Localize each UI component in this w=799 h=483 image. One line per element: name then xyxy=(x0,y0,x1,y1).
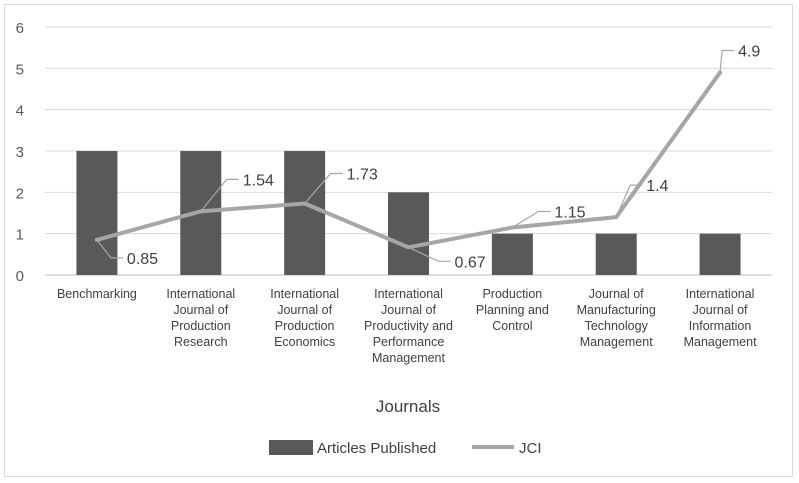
callout-leader xyxy=(615,184,643,218)
x-tick-label: Benchmarking xyxy=(57,287,137,301)
x-tick-label: Journal of Manufacturing Technology Managem… xyxy=(577,287,656,349)
bar xyxy=(388,192,429,275)
callout-leader xyxy=(408,246,451,262)
jci-data-label: 4.9 xyxy=(738,43,760,60)
jci-data-label: 0.67 xyxy=(455,254,486,271)
y-tick-label: 3 xyxy=(16,144,24,161)
jci-data-label: 1.73 xyxy=(347,166,378,183)
y-tick-label: 0 xyxy=(16,268,24,285)
y-tick-label: 5 xyxy=(16,61,24,78)
legend-swatch-articles xyxy=(269,440,313,455)
data-label-callouts: 0.85 1.54 1.73 0.67 1.15 1.4 4.9 xyxy=(96,43,760,271)
bar xyxy=(284,151,326,275)
x-tick-label: Production Planning and Control xyxy=(476,287,549,333)
callout-leader xyxy=(96,239,123,259)
callout-leader xyxy=(512,210,551,228)
x-tick-label: International Journal of Productivity and P… xyxy=(364,287,453,365)
x-axis-tick-labels: Benchmarking International Journal of Produ… xyxy=(57,287,757,365)
gridlines xyxy=(45,26,772,235)
y-tick-label: 4 xyxy=(16,103,24,120)
x-tick-label: International Journal of Production Economi… xyxy=(270,287,339,349)
bar xyxy=(491,233,533,275)
legend-label-jci: JCI xyxy=(519,440,542,457)
bar xyxy=(595,233,637,275)
jci-data-label: 0.85 xyxy=(127,251,158,268)
callout-leader xyxy=(200,178,239,212)
x-tick-label: International Journal of Production Researc… xyxy=(166,287,235,349)
y-tick-label: 6 xyxy=(16,20,24,37)
callout-leader xyxy=(304,172,343,204)
bar xyxy=(76,151,118,275)
bar-series xyxy=(76,151,741,275)
legend-label-articles: Articles Published xyxy=(317,440,436,457)
y-tick-label: 2 xyxy=(16,185,24,202)
jci-data-label: 1.54 xyxy=(243,172,274,189)
callout-leader xyxy=(719,49,735,73)
x-tick-label: International Journal of Information Manage… xyxy=(684,287,757,349)
legend: Articles Published JCI xyxy=(269,440,542,457)
y-axis-ticks: 0 1 2 3 4 5 6 xyxy=(16,20,24,285)
y-tick-label: 1 xyxy=(16,227,24,244)
jci-data-label: 1.4 xyxy=(646,178,668,195)
x-axis-title: Journals xyxy=(376,397,440,416)
bar xyxy=(699,233,741,275)
jci-data-label: 1.15 xyxy=(554,204,585,221)
